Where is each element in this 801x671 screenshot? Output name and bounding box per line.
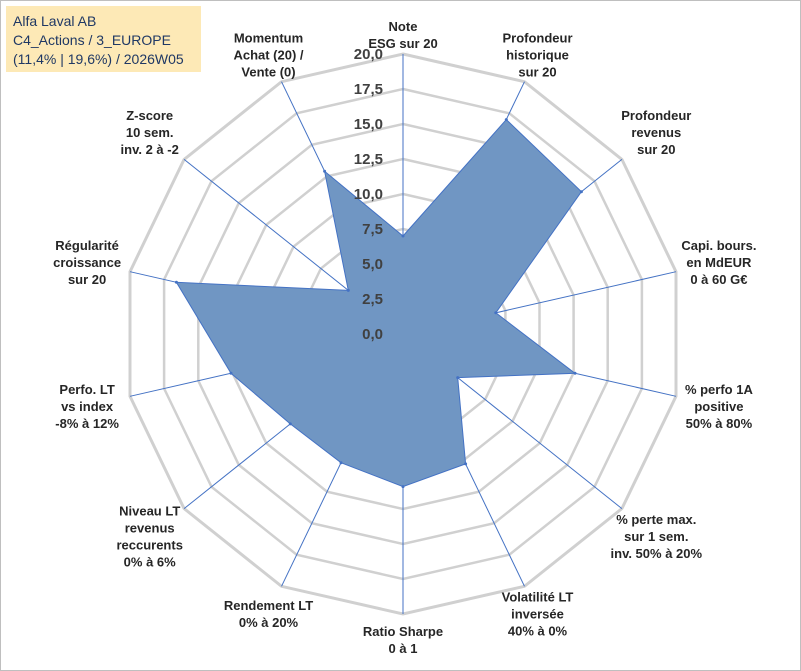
category-path: C4_Actions / 3_EUROPE xyxy=(13,32,171,48)
data-point xyxy=(464,462,468,466)
company-name: Alfa Laval AB xyxy=(13,13,97,29)
axis-label-line: inv. 2 à -2 xyxy=(121,142,179,157)
axis-label: % perfo 1A positive 50% à 80% xyxy=(685,382,754,431)
axis-label: Régularité croissance sur 20 xyxy=(53,238,121,287)
axis-label-line: historique xyxy=(506,48,569,63)
data-point xyxy=(174,280,178,284)
tick-label: 10,0 xyxy=(354,186,383,203)
axis-label-line: croissance xyxy=(53,255,121,270)
tick-label: 15,0 xyxy=(354,116,383,133)
data-point xyxy=(323,169,327,173)
axis-label-line: inv. 50% à 20% xyxy=(611,546,703,561)
axis-label-line: Perfo. LT xyxy=(59,382,114,397)
data-point xyxy=(573,371,577,375)
axis-label-line: revenus xyxy=(125,521,175,536)
axis-label-line: sur 20 xyxy=(518,65,556,80)
axis-label: Note ESG sur 20 xyxy=(368,19,437,51)
axis-label-line: sur 20 xyxy=(68,272,106,287)
tick-label: 0,0 xyxy=(362,326,383,343)
axis-label-line: 0 à 1 xyxy=(389,641,418,656)
axis-label-line: ESG sur 20 xyxy=(368,36,437,51)
data-point xyxy=(346,288,350,292)
radar-series xyxy=(174,118,583,489)
axis-label-line: Profondeur xyxy=(621,108,691,123)
data-point xyxy=(401,485,405,489)
axis-label-line: Niveau LT xyxy=(119,504,180,519)
tick-label: 17,5 xyxy=(354,81,383,98)
axis-label-line: Z-score xyxy=(126,108,173,123)
axis-label: Momentum Achat (20) / Vente (0) xyxy=(233,31,303,80)
axis-label: Volatilité LT inversée 40% à 0% xyxy=(502,589,574,638)
chart-title-box: Alfa Laval AB C4_Actions / 3_EUROPE (11,… xyxy=(6,6,201,72)
axis-label-line: positive xyxy=(694,399,743,414)
axis-label: Profondeur revenus sur 20 xyxy=(621,108,691,157)
tick-label: 5,0 xyxy=(362,256,383,273)
axis-label-line: reccurents xyxy=(116,538,182,553)
axis-label-line: 40% à 0% xyxy=(508,623,568,638)
performance-week: (11,4% | 19,6%) / 2026W05 xyxy=(13,51,184,67)
axis-label: Niveau LT revenus reccurents 0% à 6% xyxy=(116,504,182,570)
axis-label-line: Régularité xyxy=(55,238,119,253)
axis-label: Capi. bours. en MdEUR 0 à 60 G€ xyxy=(681,238,756,287)
axis-label-line: -8% à 12% xyxy=(55,416,119,431)
data-point xyxy=(504,118,508,122)
data-point xyxy=(456,376,460,380)
data-point xyxy=(494,311,498,315)
axis-label-line: vs index xyxy=(61,399,114,414)
axis-label-line: % perfo 1A xyxy=(685,382,754,397)
data-point xyxy=(579,190,583,194)
data-point xyxy=(229,371,233,375)
tick-label: 20,0 xyxy=(354,46,383,63)
data-point xyxy=(401,234,405,238)
axis-label-line: sur 1 sem. xyxy=(624,529,688,544)
axis-label-line: 10 sem. xyxy=(126,125,174,140)
axis-label-line: 0 à 60 G€ xyxy=(690,272,747,287)
radial-tick-labels: 0,0 2,5 5,0 7,5 10,0 12,5 15,0 17,5 20,0 xyxy=(354,46,383,343)
axis-label-line: Capi. bours. xyxy=(681,238,756,253)
axis-label-line: sur 20 xyxy=(637,142,675,157)
axis-label-line: 0% à 6% xyxy=(124,555,176,570)
axis-label-line: Profondeur xyxy=(502,31,572,46)
axis-label-line: % perte max. xyxy=(616,512,696,527)
axis-label-line: Rendement LT xyxy=(224,598,313,613)
data-point xyxy=(339,461,343,465)
axis-label: % perte max. sur 1 sem. inv. 50% à 20% xyxy=(611,512,703,561)
data-point xyxy=(288,422,292,426)
axis-label-line: 0% à 20% xyxy=(239,615,299,630)
axis-label-line: en MdEUR xyxy=(686,255,752,270)
axis-label-line: Ratio Sharpe xyxy=(363,624,443,639)
tick-label: 12,5 xyxy=(354,151,383,168)
axis-label: Z-score 10 sem. inv. 2 à -2 xyxy=(121,108,179,157)
tick-label: 2,5 xyxy=(362,291,383,308)
axis-label-line: Momentum xyxy=(234,31,303,46)
axis-label: Rendement LT 0% à 20% xyxy=(224,598,313,630)
axis-label-line: Vente (0) xyxy=(241,65,295,80)
axis-label-line: revenus xyxy=(631,125,681,140)
tick-label: 7,5 xyxy=(362,221,383,238)
axis-label-line: Note xyxy=(389,19,418,34)
axis-label-line: Volatilité LT xyxy=(502,589,574,604)
axis-labels: Note ESG sur 20 Profondeur historique sur 20… xyxy=(53,19,756,656)
axis-label-line: Achat (20) / xyxy=(233,48,303,63)
axis-label-line: 50% à 80% xyxy=(686,416,753,431)
axis-label: Ratio Sharpe 0 à 1 xyxy=(363,624,443,656)
axis-label-line: inversée xyxy=(511,606,564,621)
axis-label: Perfo. LT vs index -8% à 12% xyxy=(55,382,119,431)
axis-label: Profondeur historique sur 20 xyxy=(502,31,572,80)
